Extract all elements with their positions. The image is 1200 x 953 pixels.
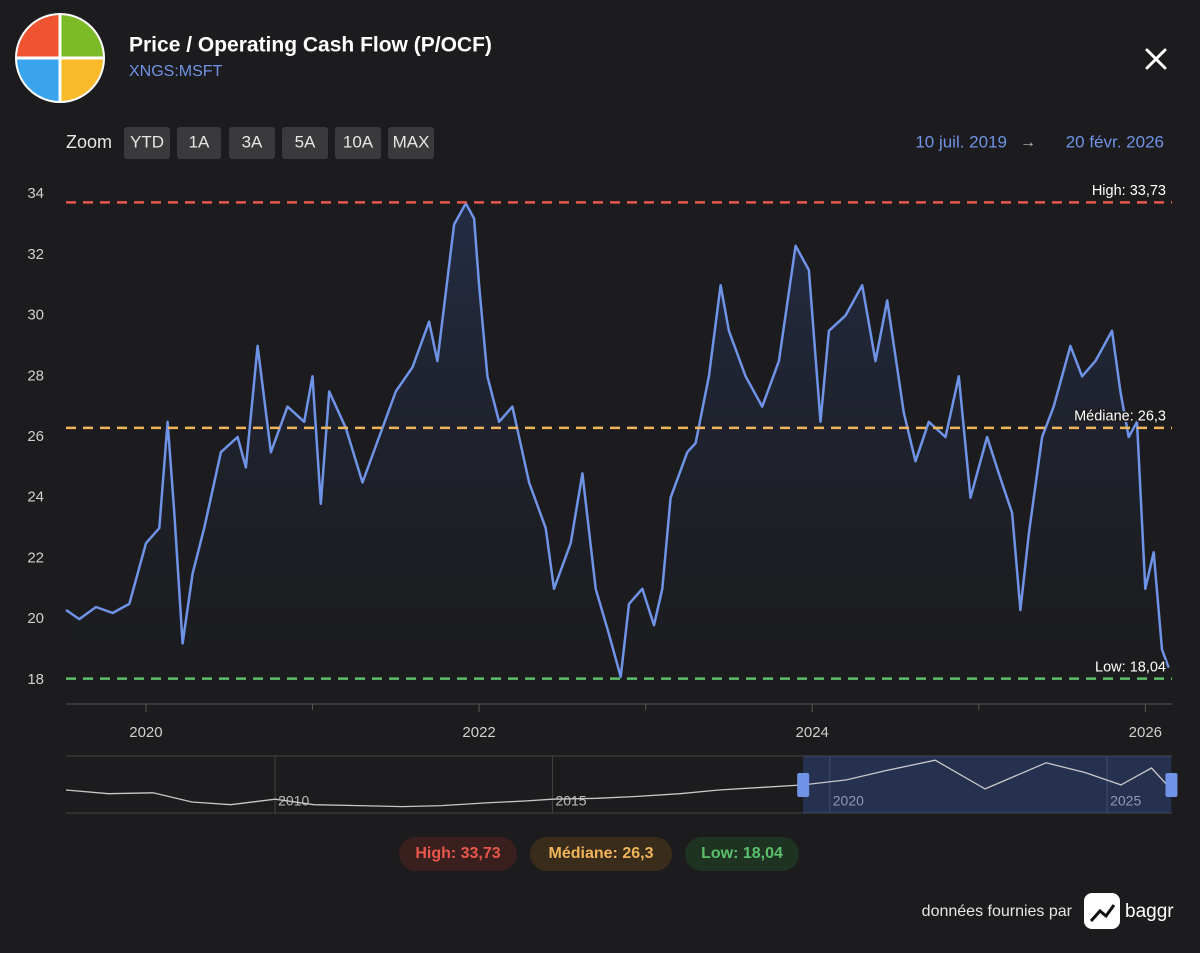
range-to[interactable]: 20 févr. 2026 (1066, 132, 1164, 151)
navigator-tick-label: 2015 (555, 793, 586, 809)
zoom-button[interactable] (282, 127, 328, 159)
legend-pill (399, 837, 517, 871)
range-arrow: → (1020, 134, 1036, 151)
navigator-handle[interactable] (1165, 773, 1178, 797)
y-tick-label: 26 (27, 428, 44, 445)
x-tick-label: 2022 (462, 724, 495, 741)
navigator-line (65, 759, 1171, 808)
zoom-button-label[interactable]: MAX (393, 132, 430, 151)
zoom-button[interactable] (229, 127, 275, 159)
legend-label: Low: 18,04 (701, 845, 783, 862)
y-tick-label: 32 (27, 246, 44, 263)
zoom-button[interactable] (388, 127, 434, 159)
reference-label: Médiane: 26,3 (1074, 409, 1166, 425)
zoom-button-label[interactable]: YTD (130, 132, 164, 151)
zoom-button-label[interactable]: 1A (189, 132, 210, 151)
y-tick-label: 30 (27, 307, 44, 324)
y-tick-label: 18 (27, 671, 44, 688)
navigator-tick-label: 2020 (833, 793, 864, 809)
brand-icon-glyph (1089, 904, 1116, 923)
zoom-button-label[interactable]: 5A (295, 132, 316, 151)
navigator-selection (803, 756, 1172, 813)
y-tick-label: 24 (27, 489, 44, 506)
zoom-button[interactable] (124, 127, 170, 159)
title: Price / Operating Cash Flow (P/OCF) (129, 34, 492, 57)
subtitle: XNGS:MSFT (129, 63, 223, 80)
x-tick-label: 2020 (129, 724, 162, 741)
legend-pill (530, 837, 672, 871)
legend-pill (685, 837, 799, 871)
x-tick-label: 2026 (1129, 724, 1162, 741)
close-button[interactable] (1145, 48, 1167, 70)
logo-ring (15, 13, 105, 103)
y-tick-label: 22 (27, 549, 44, 566)
navigator-handle[interactable] (797, 773, 810, 797)
navigator-tick-label: 2025 (1110, 793, 1141, 809)
x-tick-label: 2024 (796, 724, 829, 741)
zoom-button-label[interactable]: 3A (242, 132, 263, 151)
brand: baggr (1125, 901, 1174, 922)
y-tick-label: 20 (27, 610, 44, 627)
range-from[interactable]: 10 juil. 2019 (915, 132, 1007, 151)
line (65, 202, 1170, 679)
zoom-button[interactable] (335, 127, 381, 159)
logo (16, 14, 104, 102)
area (66, 203, 1169, 696)
footer-text: données fournies par (922, 903, 1073, 920)
reference-label: Low: 18,04 (1095, 659, 1166, 675)
navigator-tick-label: 2010 (278, 793, 309, 809)
reference-label: High: 33,73 (1092, 183, 1166, 199)
zoom-button-label[interactable]: 10A (343, 132, 374, 151)
zoom-button[interactable] (177, 127, 221, 159)
y-tick-label: 28 (27, 367, 44, 384)
legend-label: High: 33,73 (415, 845, 500, 862)
zoom-label: Zoom (66, 132, 112, 152)
y-tick-label: 34 (27, 185, 44, 202)
legend-label: Médiane: 26,3 (549, 845, 654, 862)
